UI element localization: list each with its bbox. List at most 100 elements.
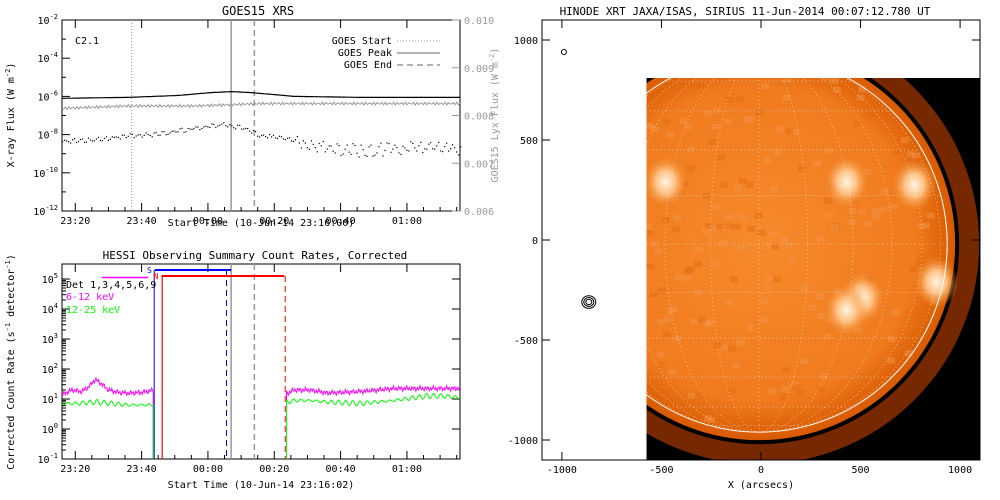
disk-texture-patch xyxy=(673,335,682,342)
disk-texture-patch xyxy=(684,124,693,131)
disk-texture-patch xyxy=(574,242,582,248)
hessi-y-tick-label: 10-1 xyxy=(38,452,58,466)
goes-short-channel-point xyxy=(237,124,239,126)
goes-short-channel-point xyxy=(380,142,382,144)
disk-texture-patch xyxy=(686,165,695,172)
xrt-x-ticks: -1000 -500 0 500 1000 xyxy=(547,20,972,476)
goes-short-channel-point xyxy=(320,145,322,147)
contours xyxy=(560,49,597,309)
disk-texture-patch xyxy=(772,71,780,77)
goes-short-channel-point xyxy=(167,133,169,135)
disk-texture-patch xyxy=(694,261,703,268)
disk-texture-patch xyxy=(627,170,635,176)
goes-short-channel-point xyxy=(183,131,185,133)
goes-short-channel-point xyxy=(123,134,125,136)
disk-texture-patch xyxy=(900,125,909,132)
goes-short-channel-point xyxy=(458,154,460,156)
goes-y2-tick-label: 0.009 xyxy=(464,64,494,75)
disk-texture-patch xyxy=(713,341,722,348)
disk-texture-patch xyxy=(728,345,736,352)
goes-short-channel-point xyxy=(185,131,187,133)
disk-texture-patch xyxy=(720,344,729,351)
disk-texture-patch xyxy=(588,242,596,248)
disk-texture-patch xyxy=(763,284,772,291)
goes-short-channel-point xyxy=(448,150,450,152)
goes-short-channel-point xyxy=(125,137,127,139)
goes-short-channel-point xyxy=(141,136,143,138)
disk-texture-patch xyxy=(726,300,734,306)
goes-short-channel-point xyxy=(177,131,179,133)
goes-short-channel-point xyxy=(446,142,448,144)
goes-short-channel-point xyxy=(179,128,181,130)
goes-short-channel-point xyxy=(388,143,390,145)
disk-texture-patch xyxy=(686,265,695,272)
goes-short-channel-point xyxy=(416,150,418,152)
goes-short-channel-point xyxy=(99,139,101,141)
disk-texture-patch xyxy=(887,336,896,343)
disk-texture-patch xyxy=(725,213,734,220)
disk-texture-patch xyxy=(856,94,865,101)
goes-short-channel-point xyxy=(231,125,233,127)
goes-short-channel-point xyxy=(354,144,356,147)
goes-short-channel-point xyxy=(171,130,173,132)
disk-texture-patch xyxy=(730,276,739,283)
contour-0-ring xyxy=(560,49,567,55)
disk-texture-patch xyxy=(628,249,636,255)
goes-short-channel-point xyxy=(394,144,396,146)
disk-texture-patch xyxy=(776,126,785,133)
disk-texture-patch xyxy=(713,260,722,267)
disk-texture-patch xyxy=(736,340,745,346)
disk-texture-patch xyxy=(661,217,670,223)
xrt-x-tick-label: 0 xyxy=(758,465,764,476)
disk-texture-patch xyxy=(863,168,872,175)
goes-short-channel-point xyxy=(284,139,287,141)
goes-y2label: GOES15 Lyx Flux (W m-2) xyxy=(488,48,501,183)
xrt-x-tick-label: 1000 xyxy=(948,465,972,476)
disk-texture-patch xyxy=(797,165,806,172)
disk-texture-patch xyxy=(609,210,617,216)
goes-series xyxy=(61,90,462,158)
goes-short-channel-point xyxy=(368,146,370,148)
xrt-x-tick-label: -1000 xyxy=(547,465,577,476)
goes-short-channel-point xyxy=(432,148,434,150)
goes-short-channel-point xyxy=(420,141,422,143)
goes-short-channel-point xyxy=(131,133,133,135)
goes-short-channel-point xyxy=(396,147,398,149)
goes-short-channel-point xyxy=(193,128,195,130)
goes-short-channel-point xyxy=(300,147,302,149)
goes-short-channel-point xyxy=(205,125,207,127)
goes-short-channel-point xyxy=(261,134,263,137)
disk-texture-patch xyxy=(747,116,756,123)
goes-short-channel-point xyxy=(332,150,334,152)
goes-short-channel-point xyxy=(107,139,109,141)
goes-short-channel-point xyxy=(187,127,189,130)
disk-texture-patch xyxy=(615,356,623,362)
disk-texture-patch xyxy=(638,221,646,227)
goes-short-channel-point xyxy=(296,136,298,138)
goes-short-channel-point xyxy=(121,134,123,136)
disk-texture-patch xyxy=(757,229,766,236)
goes-short-channel-point xyxy=(257,135,259,137)
hessi-x-tick-label: 00:20 xyxy=(259,464,289,475)
goes-plot-frame xyxy=(61,19,461,212)
goes-short-channel-point xyxy=(181,127,183,129)
goes-ylabel: X-ray Flux (W m-2) xyxy=(4,63,17,168)
disk-texture-patch xyxy=(816,312,825,319)
goes-short-channel-point xyxy=(316,151,318,153)
disk-texture-patch xyxy=(646,230,654,237)
goes-y2-ticks: 0.010 0.009 0.008 0.007 0.006 xyxy=(452,16,494,218)
goes-short-channel-point xyxy=(101,140,103,142)
goes-short-channel-point xyxy=(191,128,193,130)
disk-texture-patch xyxy=(912,148,921,155)
goes-short-channel-point xyxy=(330,145,332,147)
disk-texture-patch xyxy=(824,148,833,155)
disk-texture-patch xyxy=(706,319,714,326)
goes-short-channel-point xyxy=(163,131,165,133)
disk-texture-patch xyxy=(738,177,747,184)
disk-texture-patch xyxy=(782,94,791,101)
goes-short-channel-point xyxy=(143,134,145,136)
hessi-x-tick-label: 00:00 xyxy=(193,464,223,475)
goes-short-channel-point xyxy=(91,140,93,142)
disk-texture-patch xyxy=(737,244,746,251)
goes-short-channel-point xyxy=(444,146,446,148)
